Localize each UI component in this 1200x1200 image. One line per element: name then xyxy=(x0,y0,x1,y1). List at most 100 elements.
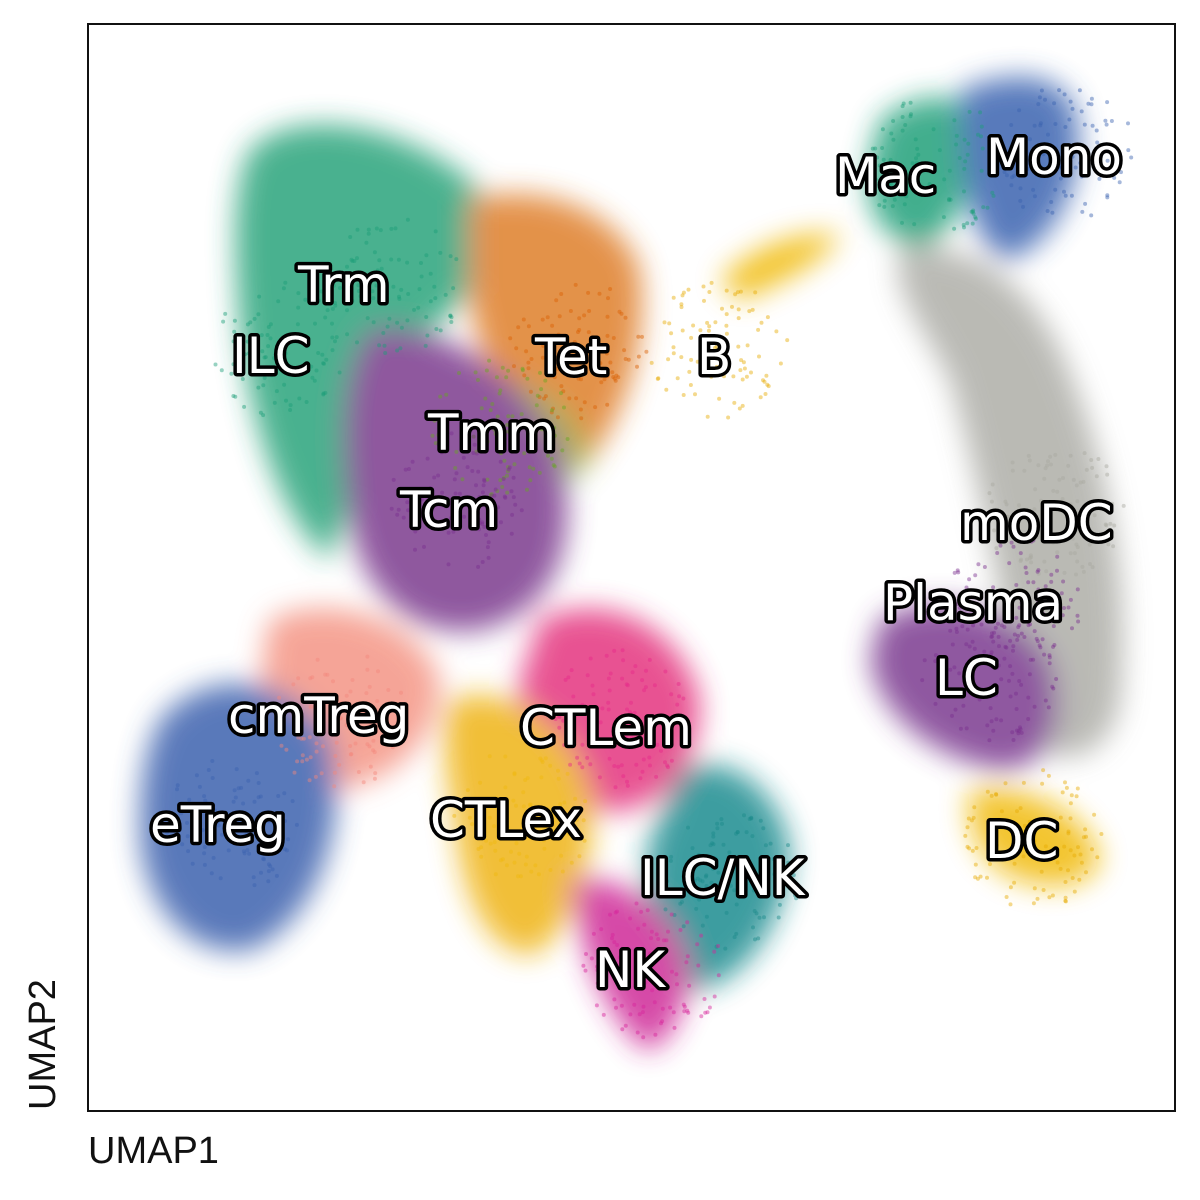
point-mono xyxy=(1036,102,1041,107)
point-tcm xyxy=(437,439,442,443)
point-b xyxy=(736,316,741,321)
point-ctlex xyxy=(539,835,544,840)
point-ctlem xyxy=(644,668,648,673)
point-etreg xyxy=(185,834,190,839)
point-modc xyxy=(1108,521,1113,526)
point-mac xyxy=(882,180,887,185)
point-etreg xyxy=(179,811,184,816)
point-modc xyxy=(989,499,994,504)
point-ilc xyxy=(296,305,301,310)
point-plasma xyxy=(1035,569,1040,574)
point-cmtreg xyxy=(313,774,318,779)
point-ilcnk xyxy=(725,879,730,884)
point-ilcnk xyxy=(721,842,726,847)
point-nk xyxy=(695,942,700,947)
point-tet xyxy=(567,396,572,401)
point-trm xyxy=(381,331,386,335)
point-nk xyxy=(687,983,692,988)
point-plasma xyxy=(991,639,996,644)
point-lc xyxy=(1010,671,1015,676)
point-modc xyxy=(1071,477,1076,482)
point-dc xyxy=(963,833,968,838)
point-nk xyxy=(613,910,618,915)
point-tcm xyxy=(482,479,487,483)
y-axis-title: UMAP2 xyxy=(22,979,64,1110)
point-tcm xyxy=(510,512,515,517)
point-trm xyxy=(366,231,371,236)
point-trm xyxy=(405,260,410,265)
point-modc xyxy=(1009,524,1014,528)
point-tcm xyxy=(463,444,468,448)
point-ilc xyxy=(248,320,253,325)
point-tcm xyxy=(436,442,441,447)
point-modc xyxy=(1048,454,1053,459)
point-mac xyxy=(873,177,878,182)
point-mac xyxy=(948,197,953,202)
point-etreg xyxy=(175,783,180,788)
point-b xyxy=(737,406,742,411)
point-lc xyxy=(948,628,953,633)
point-etreg xyxy=(226,848,231,853)
point-cmtreg xyxy=(371,748,376,753)
point-ctlem xyxy=(669,692,674,697)
point-modc xyxy=(1019,557,1024,562)
point-modc xyxy=(1087,542,1092,547)
point-etreg xyxy=(254,824,259,829)
point-nk xyxy=(652,1000,657,1005)
point-nk xyxy=(613,965,618,970)
point-b xyxy=(764,373,769,378)
point-dc xyxy=(1004,895,1009,899)
label-b: B xyxy=(697,328,731,386)
point-plasma xyxy=(996,663,1001,668)
point-tcm xyxy=(465,465,470,470)
point-ilcnk xyxy=(711,866,715,871)
point-trm xyxy=(428,271,433,276)
point-ilcnk xyxy=(763,843,768,848)
point-ilc xyxy=(223,311,228,316)
point-ilcnk xyxy=(735,830,740,835)
point-ilc xyxy=(266,344,271,349)
point-dc xyxy=(1031,901,1036,906)
point-ilc xyxy=(260,349,265,354)
point-plasma xyxy=(1050,588,1055,593)
point-mono xyxy=(1070,106,1075,111)
point-cmtreg xyxy=(308,705,313,709)
point-mono xyxy=(1047,156,1052,161)
point-dc xyxy=(994,843,999,848)
point-plasma xyxy=(997,644,1001,649)
point-lc xyxy=(989,631,994,636)
point-nk xyxy=(685,920,690,925)
point-etreg xyxy=(266,869,271,874)
point-ilcnk xyxy=(711,831,716,836)
point-dc xyxy=(1070,876,1075,880)
point-lc xyxy=(958,726,963,731)
point-mac xyxy=(947,198,951,203)
point-modc xyxy=(1003,499,1008,504)
point-mono xyxy=(1031,187,1036,192)
point-tet xyxy=(568,309,573,313)
point-tmm xyxy=(506,429,511,434)
point-ilc xyxy=(243,352,247,357)
point-tmm xyxy=(505,469,510,474)
point-ctlex xyxy=(523,828,528,832)
point-ctlem xyxy=(668,728,673,733)
point-ilc xyxy=(262,376,267,380)
point-mac xyxy=(942,177,947,182)
point-ctlex xyxy=(494,796,499,801)
point-plasma xyxy=(1011,544,1016,549)
point-lc xyxy=(1047,661,1052,666)
point-plasma xyxy=(1060,613,1065,618)
point-cmtreg xyxy=(375,699,380,704)
point-tmm xyxy=(541,418,546,423)
point-tet xyxy=(604,351,609,356)
point-cmtreg xyxy=(386,688,391,692)
point-ctlex xyxy=(536,872,541,877)
point-mac xyxy=(870,146,875,151)
point-trm xyxy=(434,327,439,331)
point-modc xyxy=(1027,458,1032,463)
point-lc xyxy=(999,677,1004,682)
point-ilcnk xyxy=(772,872,777,877)
point-plasma xyxy=(1051,624,1056,629)
point-cmtreg xyxy=(323,672,328,677)
point-lc xyxy=(1051,686,1056,691)
